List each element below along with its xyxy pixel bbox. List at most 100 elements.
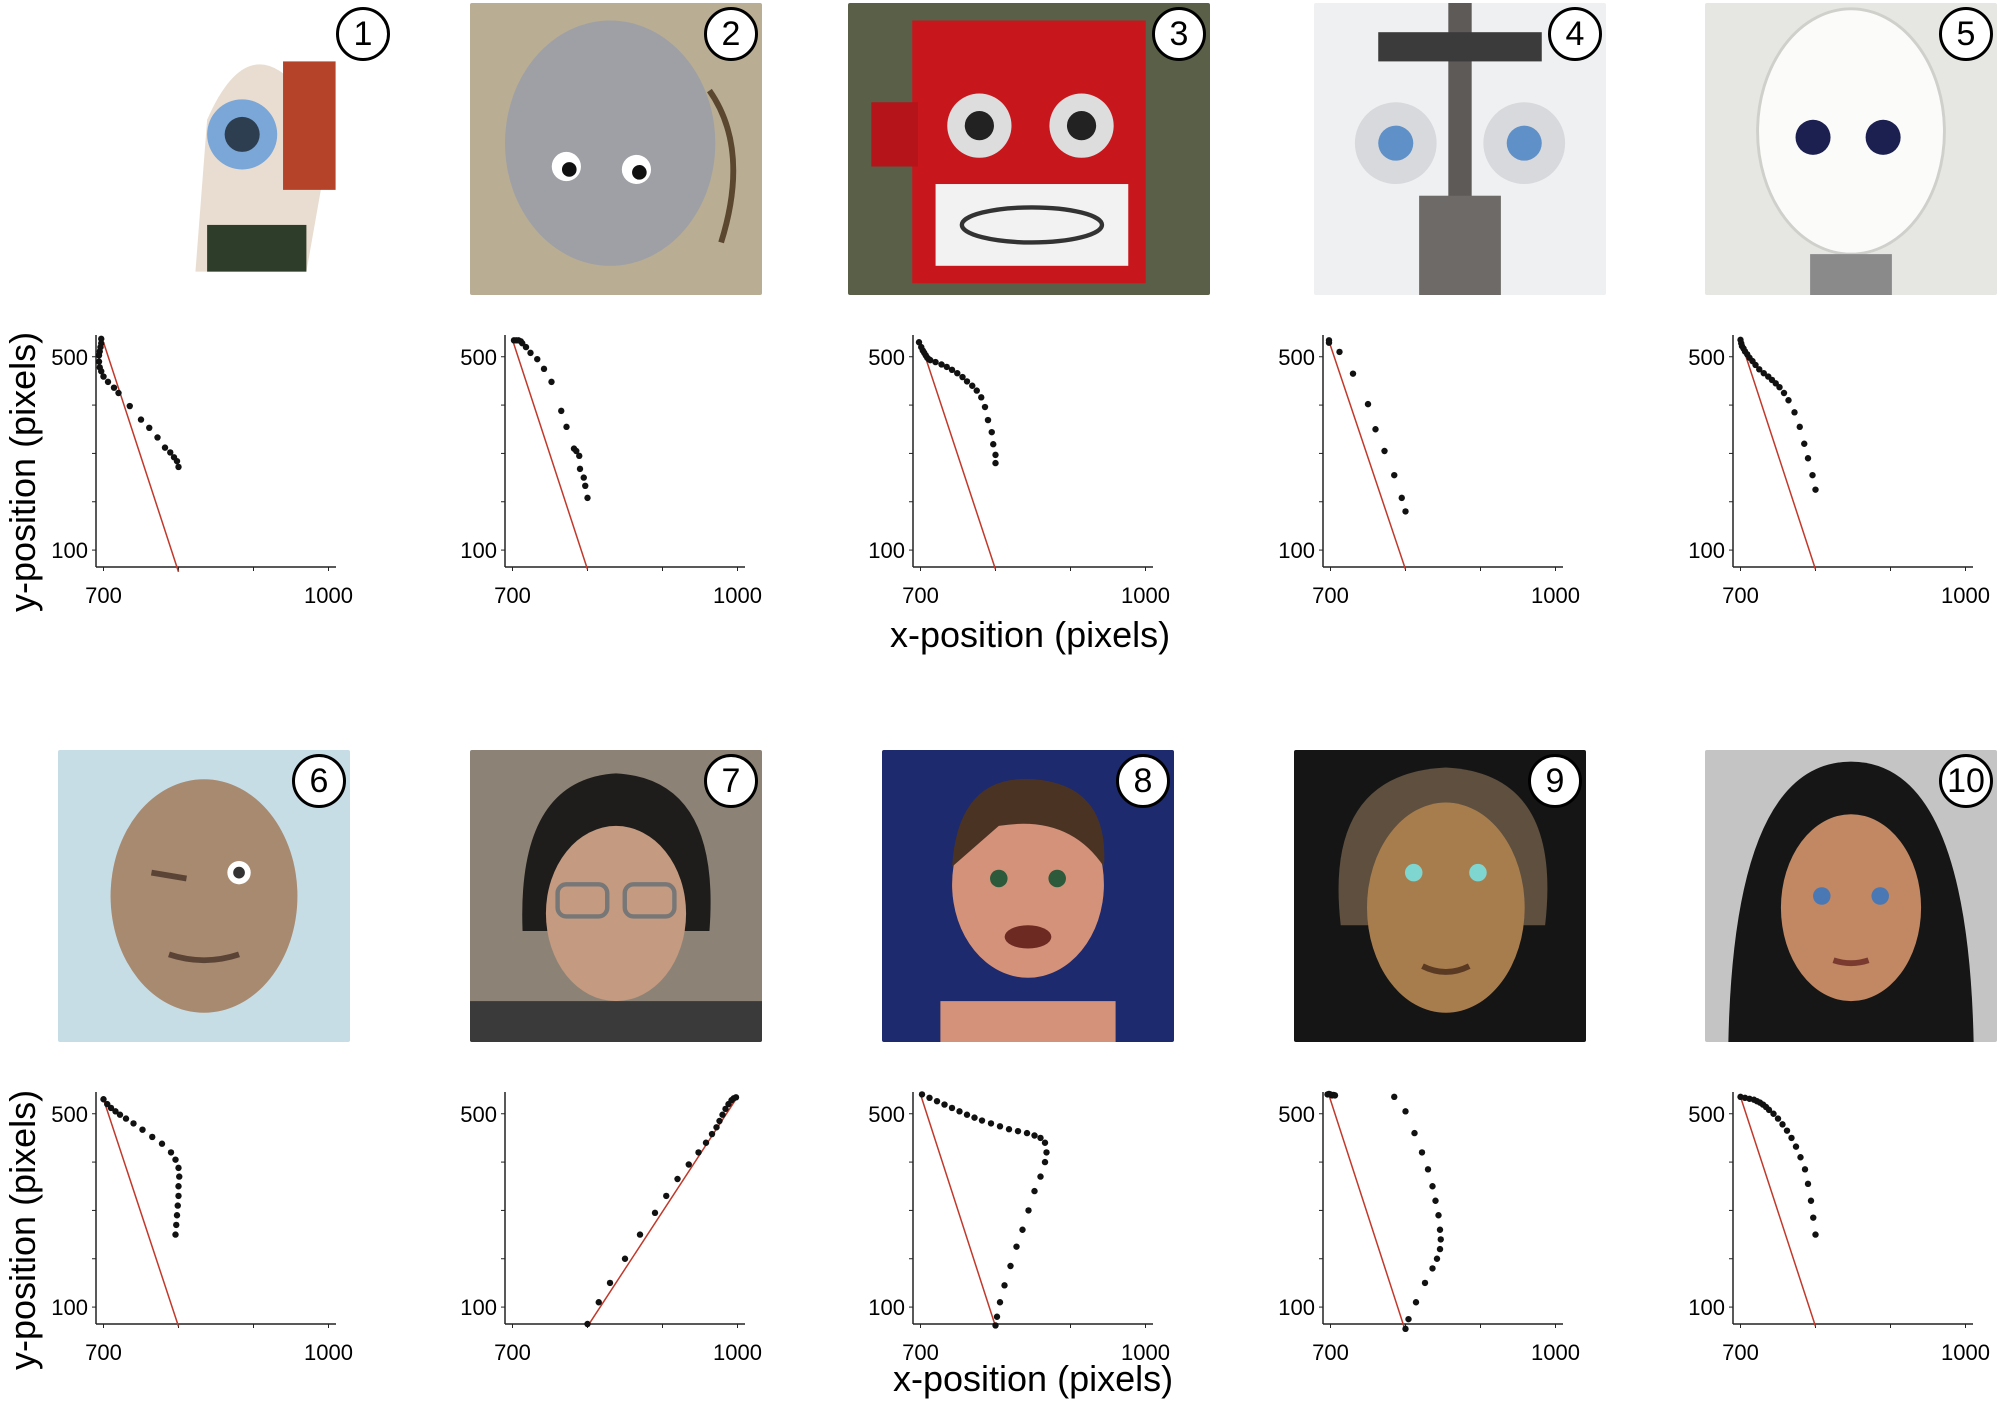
data-point xyxy=(1785,397,1792,404)
y-tick-label: 100 xyxy=(1688,1295,1725,1320)
data-point xyxy=(173,1221,180,1229)
x-tick-label: 700 xyxy=(1312,583,1349,608)
panel-number-9: 9 xyxy=(1528,754,1582,808)
data-point xyxy=(95,352,103,359)
data-point xyxy=(915,339,923,346)
y-axis-title-top: y-position (pixels) xyxy=(2,331,43,612)
x-tick-label: 1000 xyxy=(304,1340,353,1365)
data-point xyxy=(938,361,945,368)
data-point xyxy=(1013,1243,1020,1250)
data-point xyxy=(175,1183,182,1190)
data-point xyxy=(534,355,541,363)
data-point xyxy=(1783,1127,1791,1134)
data-point xyxy=(971,1114,978,1121)
data-point xyxy=(716,1117,723,1125)
data-point xyxy=(1037,1134,1044,1142)
data-point xyxy=(1398,494,1405,502)
reference-line xyxy=(1739,1096,1817,1327)
data-point xyxy=(1779,1121,1786,1128)
plot-panel-10: 100 500 700 1000 xyxy=(1688,1092,1990,1365)
data-point xyxy=(1801,440,1808,447)
x-tick-label: 1000 xyxy=(304,583,353,608)
plot-panel-4: 100 500 700 1000 xyxy=(1278,335,1580,608)
data-point xyxy=(933,1097,941,1105)
panel-number-2: 2 xyxy=(704,7,758,61)
data-point xyxy=(963,378,971,385)
data-point xyxy=(1418,1149,1426,1156)
panel-number-6: 6 xyxy=(292,754,346,808)
data-point xyxy=(992,459,999,467)
panel-number-7: 7 xyxy=(704,754,758,808)
data-point xyxy=(719,1111,726,1118)
data-point xyxy=(116,1111,124,1118)
data-point xyxy=(158,1140,166,1147)
data-point xyxy=(1791,409,1798,416)
robot-photo-5: 5 xyxy=(1705,3,1997,295)
data-point xyxy=(576,452,583,460)
x-tick-label: 700 xyxy=(494,583,531,608)
data-point xyxy=(130,1120,137,1127)
data-point xyxy=(1402,508,1409,515)
data-point xyxy=(173,457,181,465)
y-tick-label: 100 xyxy=(1278,1295,1315,1320)
data-point xyxy=(584,494,591,502)
x-axis-title-bottom: x-position (pixels) xyxy=(893,1358,1174,1399)
data-point xyxy=(1765,1106,1773,1114)
x-tick-label: 1000 xyxy=(1531,1340,1580,1365)
data-point xyxy=(1810,1214,1817,1221)
data-point xyxy=(1809,471,1816,479)
data-point xyxy=(969,382,976,389)
data-point xyxy=(126,402,133,410)
reference-line xyxy=(102,1099,180,1327)
data-point xyxy=(1391,471,1398,479)
panel-number-10: 10 xyxy=(1939,754,1993,808)
x-tick-label: 700 xyxy=(902,1340,939,1365)
data-point xyxy=(1412,1299,1420,1306)
data-point xyxy=(172,1156,179,1163)
data-point xyxy=(122,1115,130,1122)
data-point xyxy=(1025,1207,1032,1214)
y-tick-label: 100 xyxy=(1278,538,1315,563)
panel-number-5: 5 xyxy=(1939,7,1993,61)
data-point xyxy=(146,424,153,431)
data-point xyxy=(1436,1226,1444,1233)
data-point xyxy=(1812,1231,1819,1238)
data-point xyxy=(1349,370,1357,377)
y-tick-label: 500 xyxy=(1688,345,1725,370)
data-point xyxy=(1804,455,1812,462)
reference-line xyxy=(919,342,997,570)
data-point xyxy=(959,373,966,381)
data-point xyxy=(981,403,989,411)
reference-line xyxy=(1328,1095,1407,1332)
data-point xyxy=(918,1091,926,1098)
data-point xyxy=(112,1108,119,1115)
plot-panel-2: 100 500 700 1000 xyxy=(460,335,762,608)
robot-photo-2: 2 xyxy=(470,3,762,295)
x-tick-label: 1000 xyxy=(1121,1340,1170,1365)
robot-photo-7: 7 xyxy=(470,750,762,1042)
data-point xyxy=(563,423,570,431)
data-point xyxy=(104,378,112,386)
data-point xyxy=(932,358,939,366)
data-point xyxy=(167,1149,175,1156)
data-point xyxy=(1005,1126,1013,1133)
data-point xyxy=(1402,1108,1409,1115)
data-point xyxy=(1435,1212,1442,1219)
y-axis-title-bottom: y-position (pixels) xyxy=(2,1089,43,1370)
data-point xyxy=(1760,369,1767,377)
data-point xyxy=(1774,1115,1782,1122)
data-point xyxy=(1325,339,1333,346)
x-tick-label: 1000 xyxy=(713,1340,762,1365)
data-point xyxy=(954,369,961,377)
data-point xyxy=(685,1161,692,1168)
data-point xyxy=(993,1313,1001,1320)
y-tick-label: 500 xyxy=(868,345,905,370)
panel-number-1: 1 xyxy=(336,7,390,61)
data-point xyxy=(1041,1158,1049,1166)
panel-number-4: 4 xyxy=(1548,7,1602,61)
reference-line xyxy=(1328,341,1407,570)
data-point xyxy=(167,449,174,456)
x-tick-label: 1000 xyxy=(1531,583,1580,608)
data-point xyxy=(175,463,182,471)
data-point xyxy=(1796,423,1803,431)
